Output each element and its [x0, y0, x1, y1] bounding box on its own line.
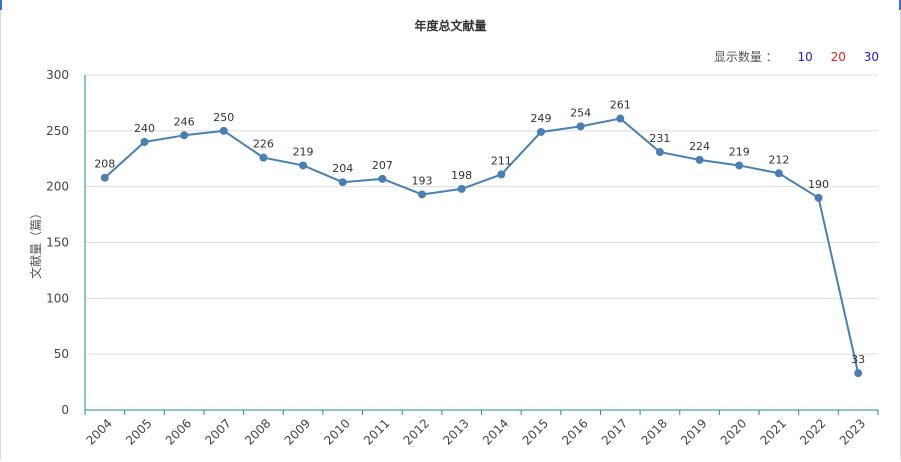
- x-tick-label: 2018: [639, 416, 670, 447]
- series-line: [104, 117, 860, 374]
- data-point[interactable]: [735, 161, 744, 170]
- x-tick-labels: 2004 2005 2006 2007 2008 2009 2010 2011 2012 2013…: [83, 416, 868, 447]
- display-count-label: 显示数量 ：: [713, 50, 778, 64]
- y-tick-label: 300: [46, 68, 69, 82]
- y-tick-label: 150: [46, 236, 69, 250]
- x-tick-label: 2013: [440, 416, 471, 447]
- data-label: 261: [610, 99, 631, 112]
- data-labels: 208 240 246 250 226 219 204 207 193 198 211 249 254 2…: [94, 99, 865, 367]
- data-label: 190: [808, 178, 829, 191]
- y-tick-labels: 0 50 100 150 200 250 300: [46, 68, 69, 417]
- data-label: 211: [491, 154, 512, 167]
- x-tick-label: 2009: [282, 416, 313, 447]
- y-tick-label: 0: [61, 403, 69, 417]
- x-tick-label: 2012: [401, 416, 432, 447]
- y-tick-label: 250: [46, 124, 69, 138]
- x-tick-label: 2017: [599, 416, 630, 447]
- data-label: 33: [851, 353, 865, 366]
- data-label: 193: [412, 174, 433, 187]
- data-point[interactable]: [814, 193, 823, 202]
- chart-title: 年度总文献量: [414, 19, 487, 33]
- data-point[interactable]: [774, 169, 783, 178]
- data-point[interactable]: [418, 190, 427, 199]
- x-tick-label: 2021: [757, 416, 788, 447]
- y-axis-label: 文献量（篇）: [28, 207, 43, 279]
- data-point[interactable]: [259, 153, 268, 162]
- data-point[interactable]: [140, 138, 149, 146]
- x-tick-label: 2015: [520, 416, 551, 447]
- display-count-selector: 显示数量 ： 10 20 30: [714, 48, 879, 65]
- x-tick-label: 2020: [718, 416, 749, 447]
- data-point[interactable]: [457, 184, 466, 193]
- data-point[interactable]: [616, 114, 625, 123]
- x-tick-label: 2006: [163, 416, 194, 447]
- data-label: 246: [174, 115, 195, 128]
- series-layer: [100, 114, 863, 378]
- data-label: 212: [768, 153, 789, 166]
- gridlines: [85, 74, 878, 355]
- x-tick-label: 2004: [83, 416, 114, 447]
- y-tick-label: 100: [46, 291, 69, 305]
- display-count-option-20[interactable]: 20: [830, 50, 846, 64]
- data-point[interactable]: [854, 369, 863, 378]
- axes: [84, 75, 879, 415]
- x-tick-label: 2014: [480, 416, 511, 447]
- display-count-option-30[interactable]: 30: [863, 50, 879, 64]
- data-point[interactable]: [655, 148, 664, 157]
- data-label: 226: [253, 138, 274, 151]
- data-point[interactable]: [536, 127, 545, 136]
- data-point[interactable]: [338, 178, 347, 187]
- x-tick-label: 2010: [321, 416, 352, 447]
- data-label: 224: [689, 140, 710, 153]
- corner-mark-right: [899, 0, 901, 10]
- display-count-option-10[interactable]: 10: [797, 50, 813, 64]
- y-tick-label: 50: [54, 347, 69, 361]
- x-tick-label: 2008: [242, 416, 273, 447]
- data-point[interactable]: [378, 174, 387, 183]
- x-tick-label: 2011: [361, 416, 392, 447]
- data-point[interactable]: [100, 173, 109, 182]
- x-tick-label: 2019: [678, 416, 709, 447]
- data-label: 204: [332, 162, 353, 175]
- data-label: 240: [134, 122, 155, 135]
- data-point[interactable]: [497, 170, 506, 179]
- data-label: 254: [570, 106, 591, 119]
- corner-mark-left: [0, 0, 2, 10]
- data-label: 207: [372, 159, 393, 172]
- x-tick-label: 2005: [123, 416, 154, 447]
- data-point[interactable]: [219, 126, 228, 135]
- x-tick-label: 2023: [837, 416, 868, 447]
- data-label: 198: [451, 169, 472, 182]
- data-label: 219: [729, 145, 750, 158]
- x-tick-label: 2022: [797, 416, 828, 447]
- data-label: 231: [649, 132, 670, 145]
- data-point[interactable]: [576, 122, 585, 131]
- data-point[interactable]: [180, 131, 189, 140]
- x-tick-label: 2007: [202, 416, 233, 447]
- data-label: 208: [94, 158, 115, 171]
- data-label: 250: [213, 111, 234, 124]
- data-label: 249: [530, 112, 551, 125]
- data-point[interactable]: [695, 155, 704, 164]
- x-tick-label: 2016: [559, 416, 590, 447]
- y-tick-label: 200: [46, 180, 69, 194]
- data-label: 219: [293, 145, 314, 158]
- data-point[interactable]: [299, 161, 308, 170]
